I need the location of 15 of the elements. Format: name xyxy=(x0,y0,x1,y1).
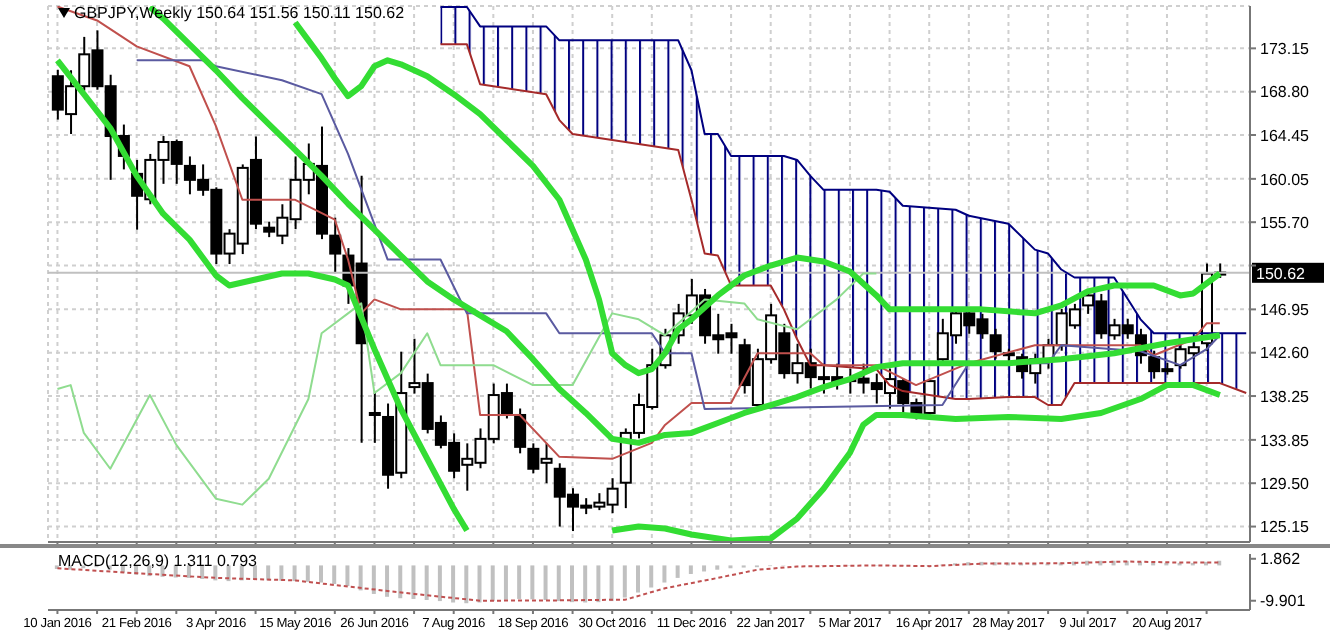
y-tick-label: 164.45 xyxy=(1260,126,1311,145)
y-tick-label: 1.862 xyxy=(1260,550,1302,569)
y-tick-label: -9.901 xyxy=(1260,592,1307,611)
y-tick-label: 125.15 xyxy=(1260,518,1311,537)
ref-line-label: 150.62 xyxy=(1256,264,1307,283)
y-tick-label: 138.25 xyxy=(1260,387,1311,406)
y-tick-label: 133.85 xyxy=(1260,431,1311,450)
y-tick-label: 129.50 xyxy=(1260,474,1311,493)
y-tick-label: 142.60 xyxy=(1260,344,1311,363)
y-tick-label: 168.80 xyxy=(1260,83,1311,102)
chart-title: MACD(12,26,9) 1.311 0.793 xyxy=(58,552,257,570)
y-tick-label: 160.05 xyxy=(1260,170,1311,189)
y-tick-label: 173.15 xyxy=(1260,40,1311,59)
y-tick-label: 155.70 xyxy=(1260,213,1311,232)
y-tick-label: 146.95 xyxy=(1260,301,1311,320)
